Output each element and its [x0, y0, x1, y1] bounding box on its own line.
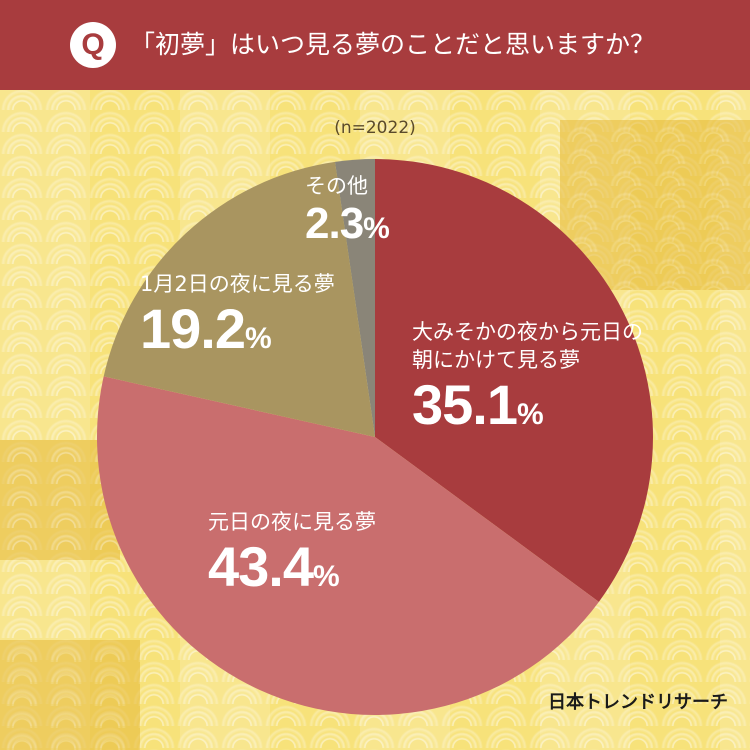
question-badge: Q [70, 22, 116, 68]
slice-new-years-day-night [96, 376, 599, 716]
background-gold-patch [560, 120, 750, 290]
slice-jan2-night [103, 161, 376, 438]
sample-size: (n=2022) [334, 118, 416, 138]
slice-percent: 19.2% [140, 297, 272, 360]
slice-label-other: その他 2.3% [305, 172, 390, 253]
slice-name-line: その他 [305, 174, 368, 198]
slice-name-line: 元日の夜に見る夢 [208, 510, 376, 534]
slice-name-line: 朝にかけて見る夢 [412, 348, 580, 372]
brand-logo: 日本トレンドリサーチ [548, 692, 728, 713]
slice-label-jan2-night: 1月2日の夜に見る夢 19.2% [140, 270, 335, 370]
slice-new-years-eve-to-morning [375, 159, 654, 602]
slice-name-line: 大みそかの夜から元日の [412, 320, 643, 344]
slice-percent: 35.1% [412, 373, 544, 436]
slice-label-new-years-eve-to-morning: 大みそかの夜から元日の 朝にかけて見る夢 35.1% [412, 318, 643, 446]
background-gold-patch [0, 640, 140, 750]
slice-name-line: 1月2日の夜に見る夢 [140, 272, 335, 296]
question-text: 「初夢」はいつ見る夢のことだと思いますか？ [130, 30, 656, 59]
slice-percent: 43.4% [208, 535, 340, 598]
slice-other [334, 159, 375, 437]
question-header: Q 「初夢」はいつ見る夢のことだと思いますか？ [0, 0, 750, 90]
slice-percent: 2.3% [305, 199, 390, 248]
slice-label-new-years-day-night: 元日の夜に見る夢 43.4% [208, 508, 376, 608]
